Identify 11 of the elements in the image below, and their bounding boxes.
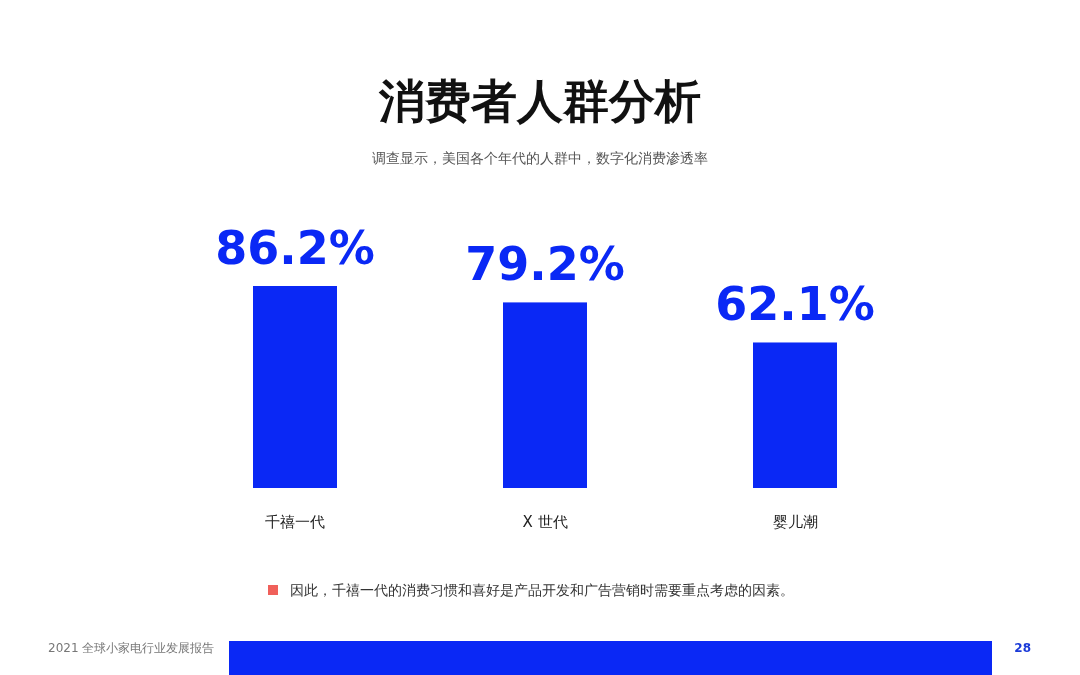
x-tick-label: 千禧一代	[265, 513, 325, 531]
data-label: 62.1%	[715, 277, 875, 332]
x-tick-label: 婴儿潮	[772, 513, 818, 531]
chart-subtitle: 调查显示，美国各个年代的人群中，数字化消费渗透率	[372, 150, 708, 166]
data-label: 86.2%	[215, 221, 375, 275]
chart-title: 消费者人群分析	[378, 74, 701, 128]
data-label: 79.2%	[465, 237, 625, 292]
text: 因此，千禧一代的消费习惯和喜好是产品开发和广告营销时需要重点考虑的因素。	[290, 582, 794, 598]
text: 28	[1014, 641, 1031, 655]
x-tick-label: X 世代	[522, 513, 568, 531]
text: 2021 全球小家电行业发展报告	[48, 641, 215, 655]
